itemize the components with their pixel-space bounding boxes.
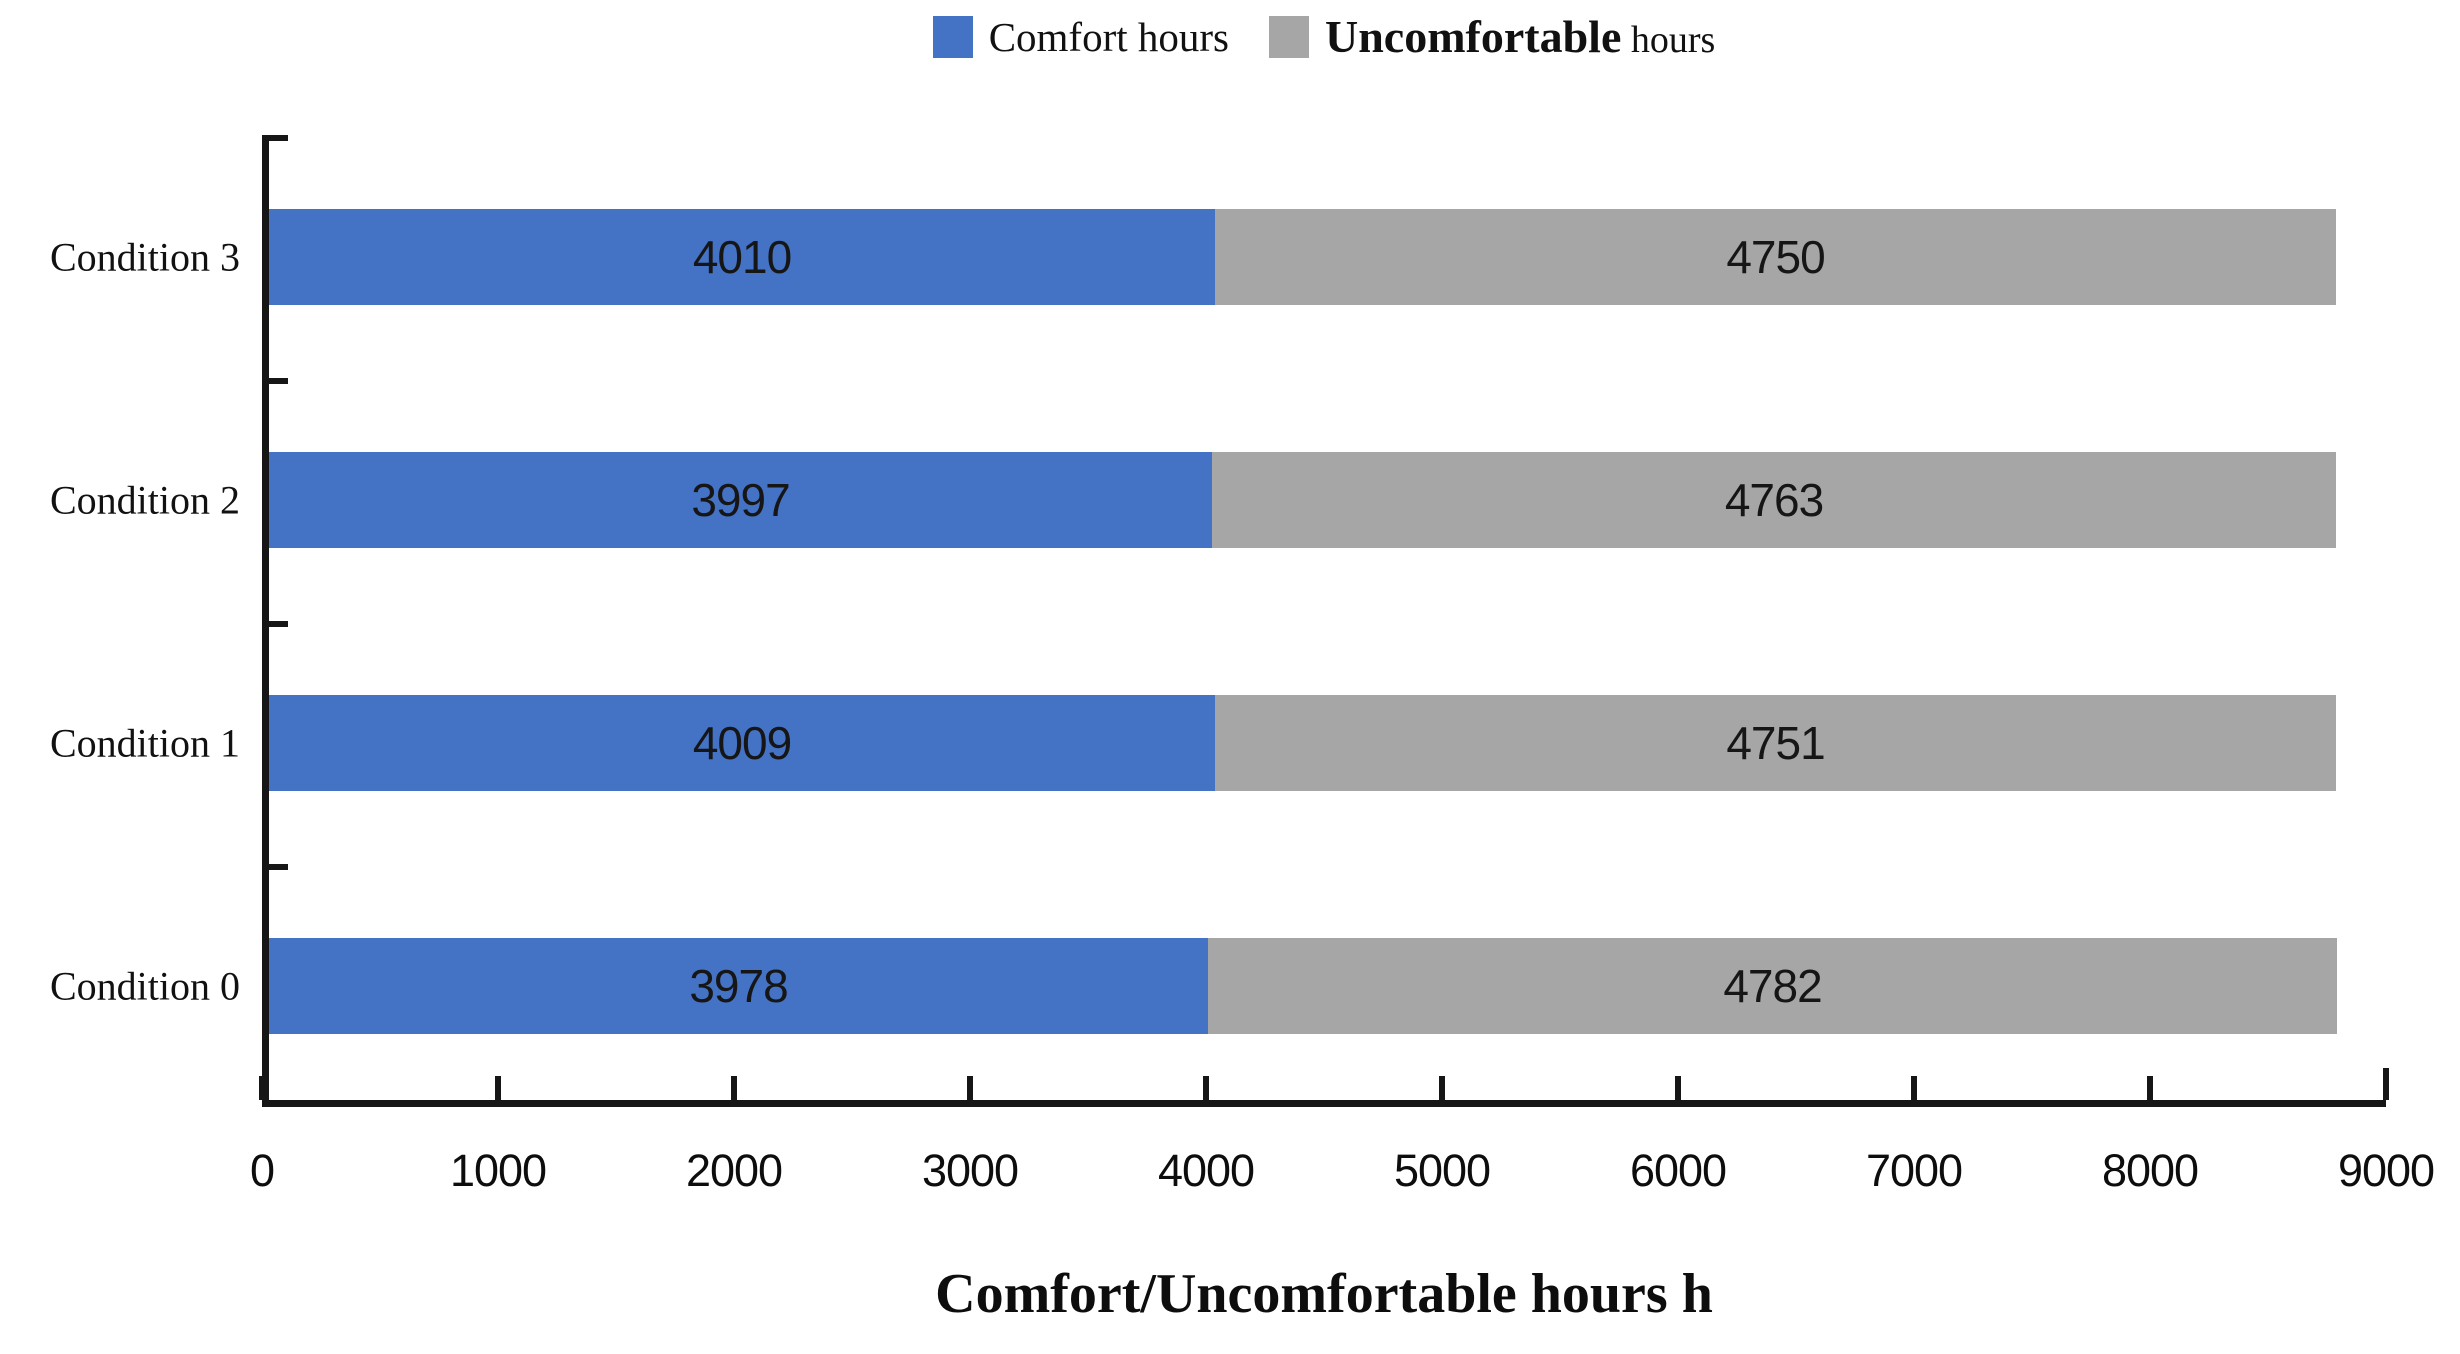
legend-item-comfort-hours: Comfort hours bbox=[932, 13, 1229, 61]
x-tick-label: 8000 bbox=[2101, 1145, 2199, 1196]
bar-segment-uncomfortable-hours: 4782 bbox=[1208, 938, 2337, 1034]
category-label: Condition 1 bbox=[49, 720, 240, 766]
x-axis-tick bbox=[1675, 1076, 1681, 1100]
x-tick-label: 3000 bbox=[921, 1145, 1019, 1196]
x-tick-label: 2000 bbox=[685, 1145, 783, 1196]
bar-value-label: 4751 bbox=[1726, 717, 1825, 769]
x-tick-label: 0 bbox=[249, 1145, 275, 1196]
x-axis-tick bbox=[1203, 1076, 1209, 1100]
x-axis-tick bbox=[2383, 1068, 2389, 1100]
legend-swatch-icon bbox=[1268, 15, 1309, 58]
y-axis-tick bbox=[262, 621, 288, 627]
category-label: Condition 2 bbox=[49, 477, 240, 523]
category-label: Condition 0 bbox=[49, 963, 240, 1009]
bar-row: 4009 4751 bbox=[269, 695, 2336, 791]
bar-row: 3978 4782 bbox=[269, 938, 2337, 1034]
x-axis-tick bbox=[967, 1076, 973, 1100]
bar-segment-comfort-hours: 4009 bbox=[269, 695, 1215, 791]
x-axis-tick bbox=[1911, 1076, 1917, 1100]
bar-segment-comfort-hours: 3978 bbox=[269, 938, 1208, 1034]
bar-segment-comfort-hours: 3997 bbox=[269, 452, 1212, 548]
x-tick-label: 7000 bbox=[1865, 1145, 1963, 1196]
bar-segment-comfort-hours: 4010 bbox=[269, 209, 1215, 305]
legend-label: Comfort hours bbox=[988, 13, 1229, 60]
bar-value-label: 4763 bbox=[1724, 474, 1824, 526]
x-axis-tick bbox=[731, 1076, 737, 1100]
legend-label: Uncomfortable hours bbox=[1324, 11, 1716, 62]
bar-value-label: 3978 bbox=[689, 960, 788, 1012]
x-axis-tick bbox=[1439, 1076, 1445, 1100]
x-axis-tick bbox=[2147, 1076, 2153, 1100]
bar-value-label: 4750 bbox=[1726, 231, 1825, 283]
bar-segment-uncomfortable-hours: 4750 bbox=[1215, 209, 2336, 305]
x-tick-label: 1000 bbox=[449, 1145, 547, 1196]
x-tick-label: 9000 bbox=[2337, 1145, 2435, 1196]
x-axis-tick bbox=[495, 1076, 501, 1100]
category-label: Condition 3 bbox=[49, 234, 240, 280]
bar-segment-uncomfortable-hours: 4751 bbox=[1215, 695, 2336, 791]
legend-item-uncomfortable-hours: Uncomfortable hours bbox=[1268, 10, 1716, 63]
bar-value-label: 4782 bbox=[1723, 960, 1822, 1012]
x-tick-label: 4000 bbox=[1157, 1145, 1255, 1196]
y-axis-tick bbox=[262, 864, 288, 870]
bar-value-label: 4009 bbox=[692, 717, 792, 769]
bar-row: 3997 4763 bbox=[269, 452, 2336, 548]
bar-segment-uncomfortable-hours: 4763 bbox=[1212, 452, 2336, 548]
y-axis-tick bbox=[262, 378, 288, 384]
legend: Comfort hours Uncomfortable hours bbox=[262, 10, 2386, 63]
bar-row: 4010 4750 bbox=[269, 209, 2336, 305]
bar-value-label: 4010 bbox=[692, 231, 792, 283]
x-tick-label: 6000 bbox=[1629, 1145, 1727, 1196]
x-axis-tick bbox=[259, 1076, 265, 1100]
x-tick-label: 5000 bbox=[1393, 1145, 1491, 1196]
bar-value-label: 3997 bbox=[691, 474, 790, 526]
legend-swatch-icon bbox=[932, 15, 973, 58]
x-axis-title: Comfort/Uncomfortable hours h bbox=[935, 1263, 1713, 1325]
y-axis-tick bbox=[262, 135, 288, 141]
